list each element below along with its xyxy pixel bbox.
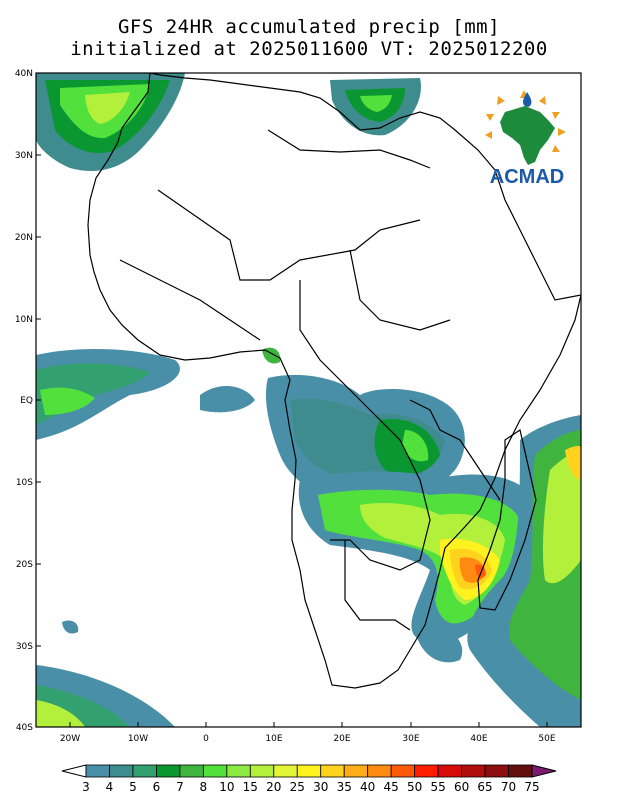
colorbar-swatch — [132, 764, 157, 778]
precip-mediterranean — [330, 78, 421, 136]
lon-ticks — [69, 722, 548, 727]
colorbar: 3 4 5 6 7 8 10 15 20 25 30 35 40 45 50 55 60 65 70 75 — [61, 764, 557, 794]
lat-label: 20S — [16, 560, 33, 570]
lon-label: 0 — [203, 734, 209, 744]
colorbar-over-arrow — [531, 764, 557, 778]
lon-label: 10W — [128, 734, 148, 744]
map-title-line2: initialized at 2025011600 VT: 2025012200 — [70, 38, 548, 60]
colorbar-level-label: 75 — [524, 780, 539, 794]
precip-south-atlantic — [36, 620, 463, 727]
colorbar-under-arrow — [61, 764, 87, 778]
colorbar-level-label: 40 — [360, 780, 375, 794]
colorbar-labels: 3 4 5 6 7 8 10 15 20 25 30 35 40 45 50 55 60 65 70 75 — [82, 780, 539, 794]
colorbar-swatch — [156, 764, 181, 778]
lat-label: 40N — [15, 69, 33, 79]
colorbar-swatch — [85, 764, 110, 778]
lon-label: 50E — [538, 734, 555, 744]
colorbar-swatch — [437, 764, 462, 778]
colorbar-swatch — [390, 764, 416, 778]
lat-label: 20N — [15, 233, 33, 243]
lon-label: 30E — [402, 734, 419, 744]
colorbar-swatch — [296, 764, 322, 778]
lat-label: 40S — [16, 723, 33, 733]
colorbar-level-label: 20 — [266, 780, 281, 794]
map-title-line1: GFS 24HR accumulated precip [mm] — [117, 16, 501, 38]
precip-indian-ocean — [467, 415, 581, 727]
colorbar-level-label: 70 — [501, 780, 516, 794]
colorbar-level-label: 15 — [243, 780, 258, 794]
colorbar-level-label: 8 — [200, 780, 208, 794]
colorbar-level-label: 10 — [219, 780, 234, 794]
acmad-logo-text: ACMAD — [490, 166, 564, 188]
colorbar-swatch — [320, 764, 345, 778]
colorbar-level-label: 55 — [430, 780, 445, 794]
lon-label: 20E — [333, 734, 350, 744]
colorbar-swatch — [461, 764, 486, 778]
colorbar-level-label: 50 — [407, 780, 422, 794]
africa-silhouette-icon — [500, 106, 555, 165]
colorbar-level-label: 35 — [337, 780, 352, 794]
colorbar-level-label: 60 — [454, 780, 469, 794]
colorbar-swatch — [508, 764, 533, 778]
colorbar-level-label: 25 — [290, 780, 305, 794]
colorbar-level-label: 6 — [153, 780, 161, 794]
coastlines — [87, 73, 581, 689]
colorbar-swatch — [484, 764, 509, 778]
colorbar-level-label: 65 — [477, 780, 492, 794]
colorbar-level-label: 5 — [129, 780, 137, 794]
lat-label: 10N — [15, 315, 33, 325]
colorbar-level-label: 3 — [82, 780, 90, 794]
lon-label: 40E — [470, 734, 487, 744]
precip-morocco — [36, 73, 185, 171]
lat-label: 10S — [16, 478, 33, 488]
acmad-logo: ACMAD — [485, 90, 566, 188]
lat-label: EQ — [20, 396, 33, 406]
colorbar-swatch — [249, 764, 275, 778]
colorbar-swatch — [367, 764, 392, 778]
colorbar-level-label: 30 — [313, 780, 328, 794]
colorbar-swatch — [226, 764, 251, 778]
precip-tropical-atlantic — [36, 347, 281, 440]
lat-labels: 40N 30N 20N 10N EQ 10S 20S 30S 40S — [15, 69, 33, 733]
colorbar-level-label: 4 — [106, 780, 114, 794]
colorbar-swatch — [343, 764, 369, 778]
colorbar-level-label: 45 — [384, 780, 399, 794]
colorbar-swatch — [273, 764, 298, 778]
colorbar-swatch — [202, 764, 228, 778]
colorbar-swatch — [179, 764, 204, 778]
lat-ticks — [36, 72, 41, 728]
precip-central-africa — [265, 374, 465, 507]
colorbar-swatch — [109, 764, 134, 778]
lat-label: 30N — [15, 151, 33, 161]
colorbar-swatch — [414, 764, 439, 778]
lat-label: 30S — [16, 642, 33, 652]
colorbar-swatches — [85, 764, 533, 778]
lon-label: 20W — [60, 734, 80, 744]
lon-label: 10E — [265, 734, 282, 744]
colorbar-level-label: 7 — [176, 780, 184, 794]
lon-labels: 20W 10W 0 10E 20E 30E 40E 50E — [60, 734, 556, 744]
water-drop-icon — [523, 92, 532, 107]
